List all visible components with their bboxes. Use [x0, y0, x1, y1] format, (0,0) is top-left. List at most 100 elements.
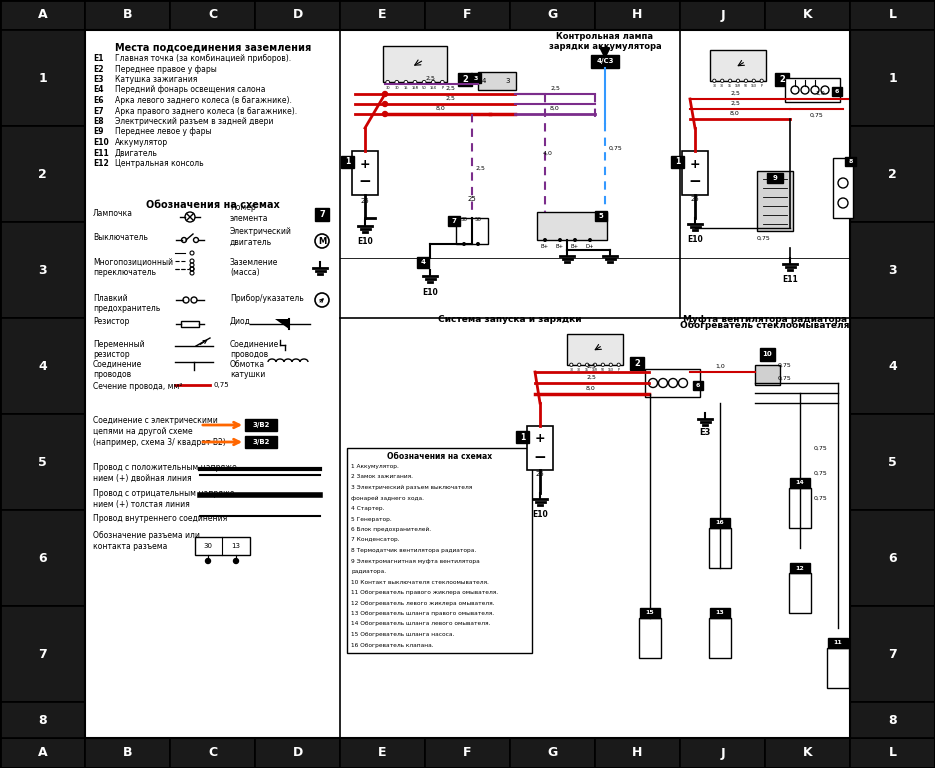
Text: Арка левого заднего колеса (в багажнике).: Арка левого заднего колеса (в багажнике)… [115, 96, 292, 105]
Circle shape [382, 91, 387, 97]
Text: 3: 3 [888, 263, 897, 276]
Text: 25: 25 [536, 471, 544, 477]
Text: Сечение провода, мм²: Сечение провода, мм² [93, 382, 182, 391]
Text: Резистор: Резистор [93, 316, 129, 326]
Text: 16: 16 [715, 521, 725, 525]
Text: 0,75: 0,75 [756, 236, 770, 240]
Bar [595, 738, 680, 768]
Circle shape [234, 558, 238, 564]
Text: 5: 5 [598, 213, 603, 219]
Bar [850, 510, 935, 606]
Circle shape [569, 363, 573, 366]
Text: Провод с положительным напряже-: Провод с положительным напряже- [93, 463, 239, 472]
Bar [671, 156, 684, 168]
Text: J: J [720, 746, 725, 760]
Text: 50: 50 [744, 84, 748, 88]
Circle shape [386, 81, 390, 84]
Text: 2,5: 2,5 [730, 101, 740, 106]
Bar [833, 158, 853, 218]
Bar [255, 738, 340, 768]
Text: Аккумулятор: Аккумулятор [115, 138, 168, 147]
Text: E8: E8 [93, 117, 104, 126]
Bar [832, 87, 842, 96]
Text: 30: 30 [385, 86, 390, 90]
Text: 30: 30 [461, 217, 468, 222]
Text: Обозначение разъема или: Обозначение разъема или [93, 531, 200, 540]
Text: +: + [360, 157, 370, 170]
Text: 6: 6 [696, 383, 700, 388]
Text: Переменный
резистор: Переменный резистор [93, 340, 145, 359]
Bar [85, 738, 170, 768]
Text: 0,75: 0,75 [813, 471, 827, 475]
Bar [850, 30, 935, 126]
Text: 0,75: 0,75 [813, 495, 827, 501]
Text: 2: 2 [462, 75, 468, 84]
Text: 6: 6 [38, 551, 47, 564]
Text: 1: 1 [520, 432, 525, 442]
Text: K: K [802, 8, 813, 22]
Text: 2,5: 2,5 [476, 165, 486, 170]
Text: 2,5: 2,5 [730, 91, 740, 96]
Bar [790, 563, 810, 573]
Text: радиатора.: радиатора. [351, 569, 386, 574]
Text: 15: 15 [585, 368, 589, 372]
Bar [850, 0, 935, 30]
Text: 7: 7 [319, 210, 324, 219]
Bar [645, 369, 700, 397]
Circle shape [476, 242, 480, 246]
Bar [850, 702, 935, 738]
Text: контакта разъема: контакта разъема [93, 542, 167, 551]
Text: E4: E4 [93, 85, 104, 94]
Bar [0, 702, 85, 738]
Bar [170, 738, 255, 768]
Text: Многопозиционный
переключатель: Многопозиционный переключатель [93, 258, 173, 277]
Bar [181, 321, 199, 327]
Text: H: H [632, 8, 642, 22]
Text: 15R: 15R [592, 368, 598, 372]
Text: 25: 25 [691, 196, 699, 202]
Text: 1: 1 [345, 157, 350, 167]
Text: 4: 4 [421, 260, 425, 266]
Circle shape [594, 363, 597, 366]
Circle shape [752, 79, 755, 82]
Text: 2,5: 2,5 [550, 86, 560, 91]
Text: 9: 9 [772, 175, 777, 181]
Circle shape [573, 238, 577, 242]
Text: 8,0: 8,0 [730, 111, 740, 116]
Circle shape [404, 81, 408, 84]
Bar [709, 618, 731, 658]
Text: 8 Термодатчик вентилятора радиатора.: 8 Термодатчик вентилятора радиатора. [351, 548, 476, 553]
Text: E9: E9 [93, 127, 104, 137]
Bar [510, 738, 595, 768]
Bar [850, 738, 935, 768]
Bar [0, 510, 85, 606]
Bar [765, 0, 850, 30]
Text: 50: 50 [601, 368, 605, 372]
Text: 13: 13 [715, 611, 725, 615]
Text: 8: 8 [848, 159, 853, 164]
Text: E10: E10 [93, 138, 108, 147]
Text: 0,75: 0,75 [778, 376, 792, 380]
Text: 12: 12 [796, 565, 804, 571]
Text: 2: 2 [634, 359, 640, 368]
Bar [591, 55, 619, 68]
Text: 8,0: 8,0 [435, 106, 445, 111]
Text: 6: 6 [888, 551, 897, 564]
Text: 2,5: 2,5 [586, 375, 596, 380]
Text: 11: 11 [834, 641, 842, 645]
Text: F: F [463, 746, 472, 760]
Bar [448, 216, 460, 226]
Text: 4/C3: 4/C3 [597, 58, 613, 65]
Text: 14 Обогреватель шланга левого омывателя.: 14 Обогреватель шланга левого омывателя. [351, 621, 490, 627]
Bar [767, 173, 783, 183]
Bar [341, 156, 354, 168]
Bar [383, 46, 447, 82]
Text: Соединение
проводов: Соединение проводов [230, 340, 280, 359]
Text: Обмотка
катушки: Обмотка катушки [230, 360, 266, 379]
Bar [85, 30, 850, 738]
Bar [640, 608, 660, 618]
Text: 7: 7 [452, 218, 456, 224]
Bar [478, 72, 516, 90]
Bar [340, 0, 425, 30]
Text: Номер
элемента: Номер элемента [230, 204, 268, 223]
